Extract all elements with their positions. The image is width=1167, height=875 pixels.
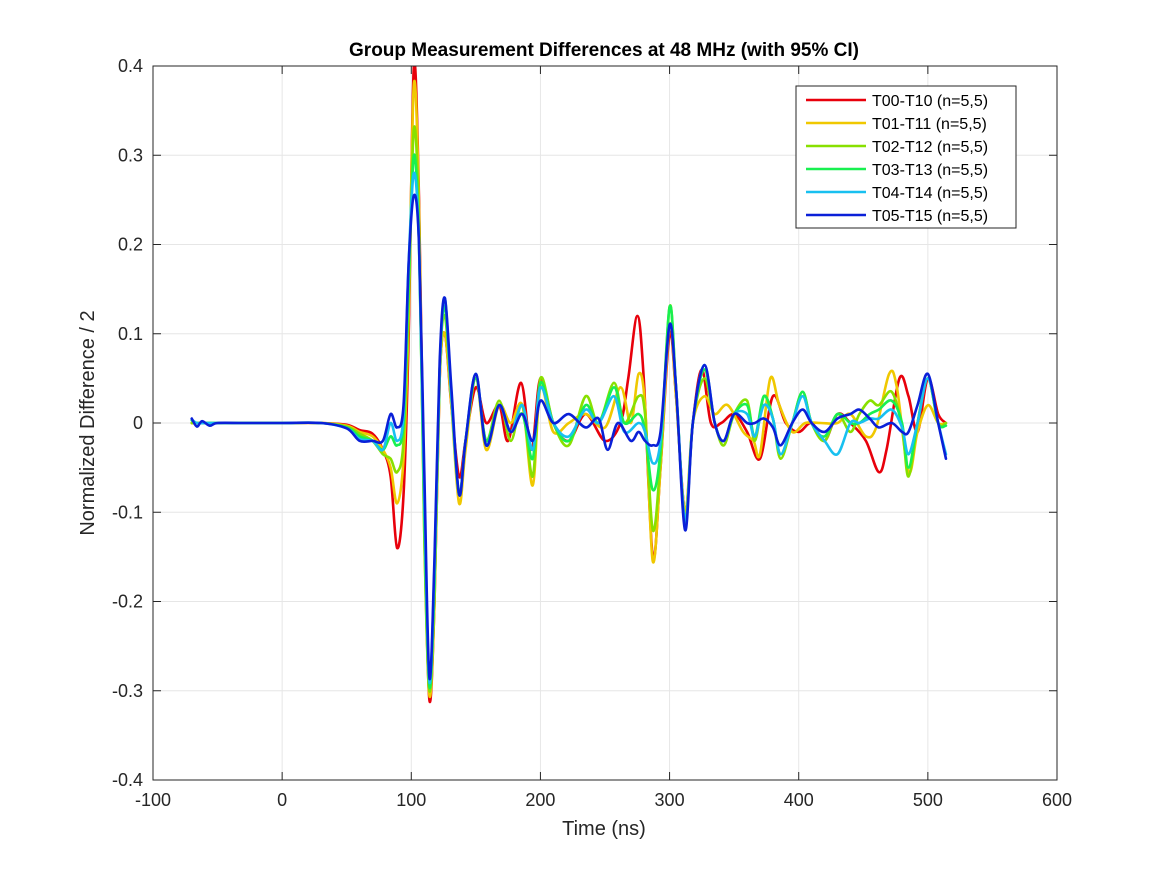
y-tick-label: -0.3	[112, 681, 143, 701]
x-tick-label: 500	[913, 790, 943, 810]
x-tick-label: 200	[525, 790, 555, 810]
x-tick-label: -100	[135, 790, 171, 810]
legend-entry-label: T03-T13 (n=5,5)	[872, 162, 988, 179]
series-line-t05-t15	[190, 193, 948, 681]
y-tick-label: -0.2	[112, 592, 143, 612]
x-tick-label: 100	[396, 790, 426, 810]
x-tick-label: 400	[784, 790, 814, 810]
y-axis: -0.4 -0.3 -0.2 -0.1 0 0.1 0.2 0.3 0.4	[112, 56, 1057, 790]
x-tick-label: 300	[655, 790, 685, 810]
x-axis: -100 0 100 200 300 400 500 600	[135, 66, 1072, 810]
legend-box	[795, 85, 1017, 229]
y-tick-label: 0.3	[118, 145, 143, 165]
series-line-t04-t14	[190, 171, 948, 685]
y-tick-label: 0	[133, 413, 143, 433]
chart-title: Group Measurement Differences at 48 MHz …	[349, 40, 859, 61]
y-axis-label: Normalized Difference / 2	[77, 310, 99, 535]
y-tick-label: -0.4	[112, 770, 143, 790]
legend-entry-label: T05-T15 (n=5,5)	[872, 208, 988, 225]
series-layer	[190, 66, 948, 704]
x-axis-label: Time (ns)	[562, 818, 646, 840]
legend-entry-label: T04-T14 (n=5,5)	[872, 185, 988, 202]
legend: T00-T10 (n=5,5) T01-T11 (n=5,5) T02-T12 (n…	[795, 85, 1017, 229]
x-tick-label: 0	[277, 790, 287, 810]
legend-entry-label: T02-T12 (n=5,5)	[872, 139, 988, 156]
legend-entry-label: T01-T11 (n=5,5)	[872, 116, 987, 133]
y-tick-label: 0.2	[118, 235, 143, 255]
legend-entry-label: T00-T10 (n=5,5)	[872, 93, 988, 110]
y-tick-label: -0.1	[112, 502, 143, 522]
x-tick-label: 600	[1042, 790, 1072, 810]
y-tick-label: 0.1	[118, 324, 143, 344]
y-tick-label: 0.4	[118, 56, 143, 76]
